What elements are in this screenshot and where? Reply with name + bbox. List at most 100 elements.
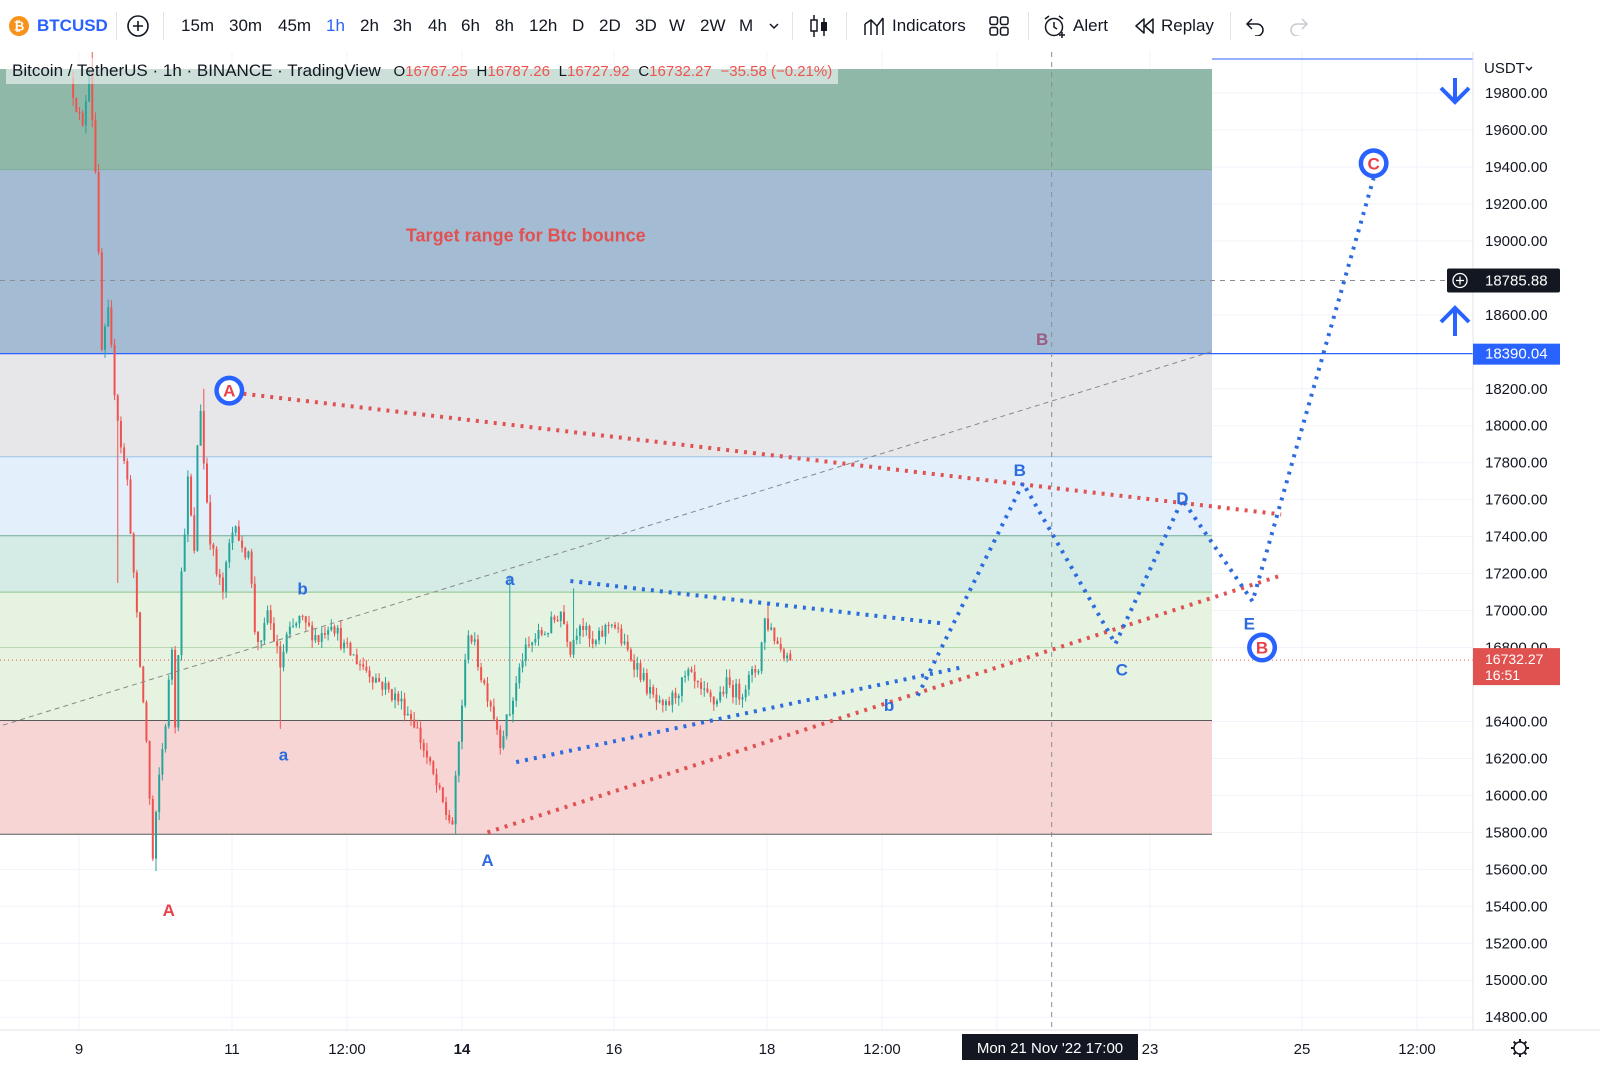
alert-button[interactable]: Alert <box>1073 16 1108 35</box>
candle-body <box>123 447 126 461</box>
time-tick-label: 14 <box>454 1041 471 1058</box>
interval-button-3d[interactable]: 3D <box>635 16 657 35</box>
top-toolbar: ₿ BTCUSD 15m 30m 45m 1h 2h 3h 4h 6h 8h 12h D 2D 3D W 2… <box>0 0 1600 53</box>
gear-icon-tooth <box>1512 1040 1517 1045</box>
candle-body <box>263 622 266 641</box>
indicators-button[interactable]: Indicators <box>892 16 966 35</box>
candle-body <box>272 623 275 642</box>
time-tick-label: 16 <box>606 1041 623 1058</box>
layout-grid-icon[interactable] <box>988 15 1010 37</box>
low-label: L <box>558 63 568 80</box>
price-chart[interactable]: Target range for Btc bounceBAAbaaAbBCDEB… <box>0 52 1600 1087</box>
high-label: H <box>476 63 488 80</box>
price-tick-label: 17600.00 <box>1485 492 1548 509</box>
candle-body <box>132 533 135 573</box>
candle-body <box>607 624 610 626</box>
close-label: C <box>638 63 650 80</box>
bar-countdown: 16:51 <box>1485 667 1520 683</box>
zone-grey <box>0 353 1212 457</box>
chevron-down-icon[interactable] <box>768 20 780 32</box>
symbol-search-button[interactable]: BTCUSD <box>37 16 108 35</box>
time-tick-label: 18 <box>759 1041 776 1058</box>
indicators-icon[interactable] <box>862 14 886 38</box>
candle-body <box>139 612 142 667</box>
candle-body <box>445 801 448 815</box>
replay-icon[interactable] <box>1133 15 1155 37</box>
candle-body <box>161 749 164 775</box>
candle-body <box>505 714 508 737</box>
candles-icon[interactable] <box>808 13 830 39</box>
candle-body <box>454 775 457 825</box>
replay-button[interactable]: Replay <box>1161 16 1214 35</box>
candle-body <box>231 532 234 543</box>
candle-body <box>88 71 91 102</box>
interval-button-30m[interactable]: 30m <box>229 16 263 35</box>
alarm-clock-icon[interactable] <box>1042 13 1068 39</box>
candle-body <box>234 526 237 533</box>
price-tick-label: 18600.00 <box>1485 307 1548 324</box>
candle-body <box>110 307 113 345</box>
candle-body <box>247 551 250 558</box>
interval-button-15m[interactable]: 15m <box>181 16 215 35</box>
price-tick-label: 18200.00 <box>1485 381 1548 398</box>
toolbar-divider <box>1230 12 1231 40</box>
candle-body <box>260 640 263 642</box>
candle-body <box>566 624 569 642</box>
price-tick-label: 19800.00 <box>1485 85 1548 102</box>
candle-body <box>527 644 530 646</box>
candle-body <box>687 669 690 676</box>
candle-body <box>540 629 543 635</box>
add-symbol-icon[interactable] <box>126 14 150 38</box>
time-tick-label: 12:00 <box>863 1041 901 1058</box>
wave-label: b <box>884 696 894 715</box>
price-tick-label: 16000.00 <box>1485 787 1548 804</box>
zone-red <box>0 720 1212 835</box>
candle-body <box>496 719 499 730</box>
candle-body <box>145 702 148 742</box>
candle-body <box>553 616 556 621</box>
price-tick-label: 15400.00 <box>1485 898 1548 915</box>
candle-body <box>677 695 680 699</box>
interval-button-w[interactable]: W <box>669 16 686 35</box>
interval-button-4h[interactable]: 4h <box>428 16 447 35</box>
interval-button-3h[interactable]: 3h <box>393 16 412 35</box>
currency-selector[interactable]: USDT <box>1484 60 1525 77</box>
interval-button-2w[interactable]: 2W <box>700 16 726 35</box>
candle-body <box>543 634 546 636</box>
price-tick-label: 19400.00 <box>1485 159 1548 176</box>
candle-body <box>432 761 435 775</box>
candle-body <box>719 691 722 701</box>
candle-body <box>228 542 231 563</box>
candle-body <box>225 562 228 592</box>
undo-icon[interactable] <box>1244 16 1266 36</box>
candle-body <box>789 653 792 661</box>
candle-body <box>700 682 703 690</box>
toolbar-divider <box>116 12 117 40</box>
zone-green <box>0 69 1212 170</box>
candle-body <box>186 476 189 535</box>
wave-label-circle-inner <box>218 380 240 402</box>
candle-body <box>301 615 304 617</box>
interval-button-12h[interactable]: 12h <box>529 16 558 35</box>
candle-body <box>378 678 381 682</box>
candle-body <box>314 635 317 641</box>
interval-button-2d[interactable]: 2D <box>599 16 621 35</box>
time-tick-label: 25 <box>1294 1041 1311 1058</box>
interval-button-2h[interactable]: 2h <box>360 16 379 35</box>
interval-button-45m[interactable]: 45m <box>278 16 312 35</box>
candle-body <box>735 683 738 698</box>
candle-body <box>384 682 387 690</box>
interval-button-1h[interactable]: 1h <box>326 16 345 35</box>
candle-body <box>368 670 371 677</box>
price-tick-label: 16400.00 <box>1485 713 1548 730</box>
interval-button-6h[interactable]: 6h <box>461 16 480 35</box>
interval-button-8h[interactable]: 8h <box>495 16 514 35</box>
interval-button-d[interactable]: D <box>572 16 585 35</box>
interval-button-m[interactable]: M <box>739 16 754 35</box>
price-tick-label: 15200.00 <box>1485 935 1548 952</box>
candle-body <box>285 634 288 652</box>
candle-body <box>575 635 578 640</box>
candle-body <box>374 678 377 683</box>
gear-icon[interactable] <box>1511 1039 1529 1057</box>
candle-body <box>706 688 709 693</box>
